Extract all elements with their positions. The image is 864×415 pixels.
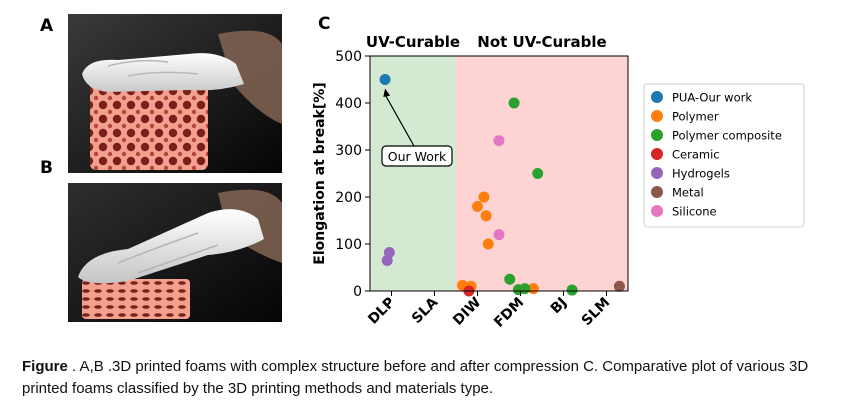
point-silicone-0: [493, 135, 505, 147]
annotation-arrow-line: [384, 94, 415, 147]
panel-label-c: C: [318, 14, 331, 34]
plot-frame: [369, 55, 629, 292]
legend-label-6: Silicone: [672, 205, 717, 219]
x-tick-label-bj: BJ: [548, 295, 571, 318]
point-polymer-5: [482, 238, 494, 250]
legend-marker-2: [651, 129, 663, 141]
legend-marker-1: [651, 110, 663, 122]
legend-marker-0: [651, 91, 663, 103]
point-polymer-composite-1: [532, 168, 544, 179]
y-tick-label-1: 100: [335, 237, 362, 253]
point-polymer-composite-5: [566, 284, 578, 296]
panel-label-b: B: [40, 158, 53, 178]
y-tick-label-5: 500: [335, 49, 362, 65]
legend-box: [643, 83, 805, 228]
region-bg-0: [370, 56, 456, 291]
y-tick-label-4: 400: [335, 96, 362, 112]
point-hydrogels-1: [381, 254, 393, 266]
legend-label-0: PUA-Our work: [672, 91, 752, 105]
legend-marker-5: [651, 186, 663, 198]
legend: PUA-Our work Polymer Polymer composite Cera…: [643, 83, 805, 228]
caption-label: Figure: [22, 358, 68, 375]
x-tick-label-dlp: DLP: [365, 295, 398, 328]
foam-photo-after-compression: [68, 183, 282, 322]
point-polymer-4: [480, 210, 492, 222]
data-points: [379, 74, 625, 297]
annotation-text: Our Work: [388, 149, 447, 164]
x-tick-label-slm: SLM: [579, 295, 614, 330]
y-tick-label-0: 0: [353, 284, 362, 300]
figure-caption: Figure . A,B .3D printed foams with comp…: [22, 356, 852, 400]
y-axis-label: Elongation at break[%]: [312, 82, 328, 264]
x-tick-label-sla: SLA: [409, 294, 442, 327]
legend-marker-4: [651, 167, 663, 179]
point-metal-0: [613, 280, 625, 292]
x-tick-label-diw: DIW: [450, 295, 484, 329]
legend-marker-3: [651, 148, 663, 160]
panel-label-a: A: [40, 16, 54, 36]
legend-label-5: Metal: [672, 186, 704, 200]
annotation: Our Work: [381, 88, 453, 167]
region-label-0: UV-Curable: [366, 33, 460, 51]
point-pua-our-work-0: [379, 74, 391, 85]
y-tick-label-2: 200: [335, 190, 362, 206]
foam-before-illustration: [68, 14, 282, 173]
foam-photo-before-compression: [68, 14, 282, 173]
annotation-arrowhead: [383, 88, 391, 98]
caption-text: . A,B .3D printed foams with complex str…: [22, 358, 809, 397]
point-silicone-1: [493, 229, 505, 241]
point-polymer-composite-0: [508, 97, 520, 109]
legend-label-4: Hydrogels: [672, 167, 730, 181]
legend-label-1: Polymer: [672, 110, 719, 124]
legend-label-2: Polymer composite: [672, 129, 782, 143]
legend-label-3: Ceramic: [672, 148, 720, 162]
point-polymer-3: [478, 191, 490, 203]
legend-marker-6: [651, 205, 663, 217]
point-polymer-composite-2: [504, 273, 516, 285]
point-polymer-2: [472, 200, 483, 212]
annotation-box: [381, 145, 453, 167]
x-tick-label-fdm: FDM: [491, 295, 527, 331]
elongation-scatter-chart: UV-Curable Not UV-Curable 0 100 200 300 400 50…: [312, 33, 805, 331]
foam-after-illustration: [68, 183, 282, 322]
region-label-1: Not UV-Curable: [477, 33, 606, 51]
y-tick-label-3: 300: [335, 143, 362, 159]
